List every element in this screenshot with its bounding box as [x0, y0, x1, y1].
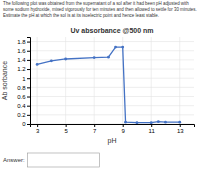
- tick-label: 11: [149, 128, 156, 134]
- point: [136, 121, 139, 124]
- tick-label: 1: [22, 76, 26, 82]
- chart: The following plot was obtained from the…: [0, 0, 200, 171]
- grid-line: [30, 69, 194, 70]
- grid-line: [151, 37, 152, 124]
- grid-line: [30, 96, 194, 97]
- answer-box: [28, 153, 100, 167]
- point: [164, 121, 167, 124]
- y-axis-title: Ab sorbance: [1, 61, 8, 100]
- tick: 0.4: [17, 103, 30, 109]
- tick-mark: [27, 97, 30, 98]
- tick: 11: [149, 124, 156, 134]
- grid-line: [30, 114, 194, 115]
- grid-line: [65, 37, 66, 124]
- tick-label: 1.4: [17, 57, 26, 63]
- tick-mark: [180, 124, 181, 127]
- header: The following plot was obtained from the…: [3, 1, 197, 18]
- tick-label: 0.2: [17, 112, 26, 118]
- header-line: Estimate the pH at which the sol is at i…: [3, 13, 159, 18]
- tick-label: 3: [36, 128, 40, 134]
- tick-mark: [94, 124, 95, 127]
- tick: 0.6: [17, 94, 30, 100]
- tick-label: 1.6: [17, 48, 26, 54]
- point: [93, 56, 96, 59]
- grid-line: [94, 37, 95, 124]
- tick: 0: [22, 121, 30, 127]
- grid-line: [30, 87, 194, 88]
- tick-mark: [27, 78, 30, 79]
- y-axis: 0 0.2 0.4 0.6 0.8 1 1.2 1.4 1.6 1.8: [17, 38, 30, 128]
- tick-mark: [27, 124, 30, 125]
- point: [124, 121, 127, 124]
- tick-mark: [27, 60, 30, 61]
- tick-mark: [151, 124, 152, 127]
- tick: 1: [22, 76, 30, 82]
- x-axis: 3 5 7 9 11 13: [31, 124, 195, 134]
- tick-label: 1.8: [17, 39, 26, 45]
- point: [157, 120, 160, 123]
- tick-mark: [123, 124, 124, 127]
- header-line: The following plot was obtained from the…: [3, 1, 189, 6]
- point: [121, 46, 124, 49]
- answer-label: Answer:: [3, 157, 25, 163]
- point: [178, 121, 181, 124]
- tick-label: 0.4: [17, 103, 26, 109]
- tick: 9: [122, 124, 126, 134]
- tick: 1.2: [17, 66, 30, 72]
- tick: 5: [64, 124, 68, 134]
- tick-label: 0.8: [17, 85, 26, 91]
- grid-line: [30, 78, 194, 79]
- point: [114, 46, 117, 49]
- tick: 13: [177, 124, 184, 134]
- tick-label: 0: [22, 121, 26, 127]
- grid-line: [30, 105, 194, 106]
- tick-label: 0.6: [17, 94, 26, 100]
- grid-line: [37, 37, 38, 124]
- tick-label: 9: [122, 128, 126, 134]
- title: Uv absorbance @500 nm: [70, 27, 153, 34]
- tick-label: 7: [93, 128, 97, 134]
- y-axis-line: [27, 38, 31, 125]
- point: [36, 63, 39, 66]
- point: [150, 121, 153, 124]
- point: [107, 56, 110, 59]
- tick-mark: [66, 124, 67, 127]
- line: [37, 47, 180, 123]
- grid: [30, 37, 194, 124]
- point: [64, 58, 67, 61]
- tick: 7: [93, 124, 97, 134]
- tick: 0.2: [17, 112, 30, 118]
- x-axis-title: pH: [108, 137, 117, 145]
- grid-line: [179, 37, 180, 124]
- tick: 1.4: [17, 57, 30, 63]
- tick-mark: [27, 42, 30, 43]
- tick: 0.8: [17, 85, 30, 91]
- tick-label: 1.2: [17, 66, 26, 72]
- tick: 3: [36, 124, 40, 134]
- tick-label: 5: [64, 128, 68, 134]
- x-axis-line: [31, 125, 195, 128]
- plot: 3 5 7 9 11 13 0 0.2 0.4 0.6 0.8 1 1.2 1.4 1.6 1.8: [17, 37, 194, 134]
- tick-mark: [27, 87, 30, 88]
- tick-label: 13: [177, 128, 184, 134]
- tick: 1.6: [17, 48, 30, 54]
- series: [36, 46, 181, 124]
- tick: 1.8: [17, 39, 30, 45]
- grid-line: [30, 41, 194, 42]
- tick-mark: [27, 69, 30, 70]
- tick-mark: [27, 106, 30, 107]
- tick-mark: [27, 115, 30, 116]
- header-line: some sodium hydroxide, mixed vigorously …: [3, 7, 197, 12]
- point: [50, 59, 53, 62]
- tick-mark: [37, 124, 38, 127]
- tick-mark: [27, 51, 30, 52]
